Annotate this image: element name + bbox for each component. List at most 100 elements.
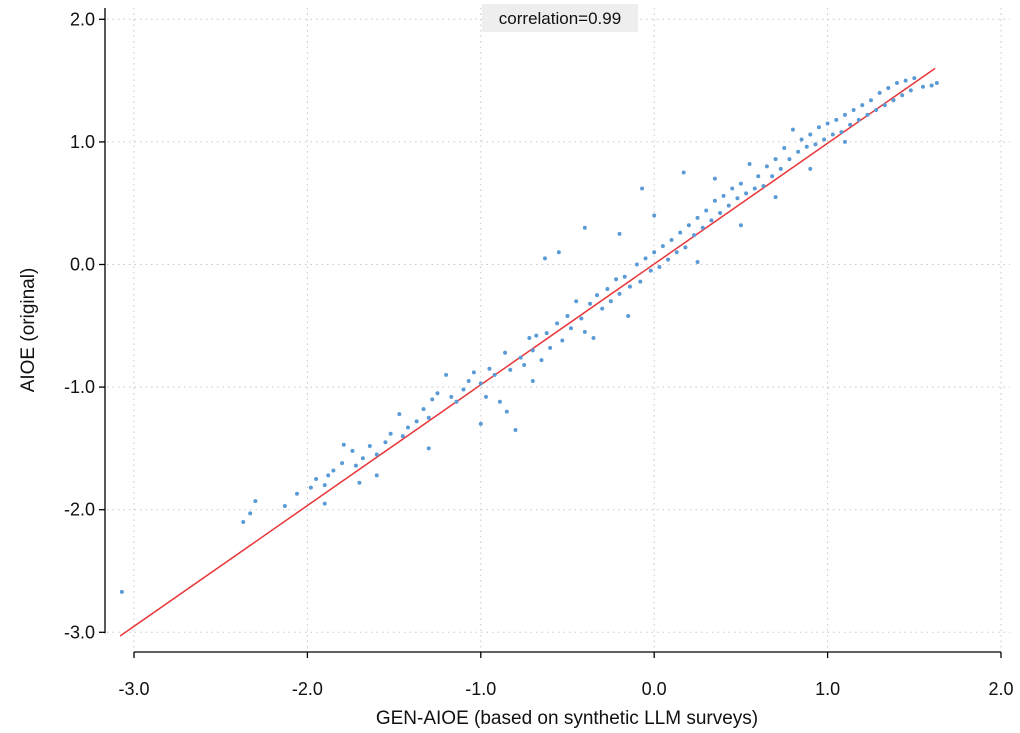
data-point [839, 130, 844, 135]
data-point [790, 127, 795, 132]
data-point [484, 394, 489, 399]
data-point [674, 250, 679, 255]
data-point [643, 256, 648, 261]
data-point [478, 381, 483, 386]
data-point [652, 250, 657, 255]
data-point [934, 81, 939, 86]
data-point [752, 186, 757, 191]
data-point [421, 407, 426, 412]
data-point [747, 161, 752, 166]
data-point [568, 326, 573, 331]
data-point [504, 409, 509, 414]
data-point [686, 223, 691, 228]
data-point [712, 198, 717, 203]
data-point [600, 306, 605, 311]
data-point [322, 483, 327, 488]
data-point [542, 256, 547, 261]
data-point [560, 338, 565, 343]
data-point [367, 443, 372, 448]
data-point [340, 461, 345, 466]
data-point [530, 348, 535, 353]
data-point [350, 448, 355, 453]
data-point [534, 333, 539, 338]
y-tick-label: -1.0 [64, 377, 95, 397]
data-point [822, 137, 827, 142]
data-point [530, 378, 535, 383]
correlation-annotation: correlation=0.99 [482, 4, 638, 32]
data-point [756, 174, 761, 179]
data-point [492, 372, 497, 377]
data-point [497, 399, 502, 404]
data-point [555, 321, 560, 326]
data-point [704, 208, 709, 213]
data-point [660, 244, 665, 249]
y-tick-label: -3.0 [64, 622, 95, 642]
data-point [882, 103, 887, 108]
data-point [804, 144, 809, 149]
data-point [669, 237, 674, 242]
data-point [652, 213, 657, 218]
data-point [426, 415, 431, 420]
x-tick-label: 2.0 [988, 679, 1013, 699]
data-point [478, 421, 483, 426]
data-point [778, 166, 783, 171]
data-point [860, 103, 865, 108]
data-point [782, 146, 787, 151]
data-point [397, 412, 402, 417]
data-point [248, 511, 253, 516]
grid-lines [107, 8, 1010, 648]
data-point [414, 419, 419, 424]
data-point [582, 329, 587, 334]
data-point [426, 446, 431, 451]
data-point [282, 504, 287, 509]
data-point [865, 112, 870, 117]
data-point [718, 211, 723, 216]
data-point [322, 501, 327, 506]
data-point [912, 76, 917, 81]
x-tick-label: 1.0 [815, 679, 840, 699]
data-point [816, 125, 821, 130]
data-point [900, 93, 905, 98]
data-point [588, 301, 593, 306]
data-point [666, 257, 671, 262]
data-point [813, 142, 818, 147]
data-point [695, 215, 700, 220]
data-point [678, 230, 683, 235]
data-point [539, 358, 544, 363]
data-point [548, 345, 553, 350]
data-points [119, 76, 939, 594]
data-point [738, 223, 743, 228]
annotation-background [482, 4, 638, 32]
fit-line-group [119, 67, 936, 637]
data-point [544, 331, 549, 336]
y-axis-title: AIOE (original) [18, 268, 39, 393]
data-point [582, 225, 587, 230]
data-point [574, 299, 579, 304]
data-point [735, 196, 740, 201]
data-point [683, 245, 688, 250]
axes [99, 8, 1002, 658]
data-point [773, 157, 778, 162]
data-point [709, 218, 714, 223]
y-tick-label: -2.0 [64, 500, 95, 520]
y-tick-label: 2.0 [70, 9, 95, 29]
data-point [712, 176, 717, 181]
data-point [744, 191, 749, 196]
data-point [400, 434, 405, 439]
data-point [908, 88, 913, 93]
data-point [626, 313, 631, 318]
data-point [388, 431, 393, 436]
data-point [681, 170, 686, 175]
data-point [614, 277, 619, 282]
data-point [730, 186, 735, 191]
data-point [353, 463, 358, 468]
data-point [657, 264, 662, 269]
data-point [726, 203, 731, 208]
data-point [764, 164, 769, 169]
data-point [461, 387, 466, 392]
data-point [868, 98, 873, 103]
data-point [487, 366, 492, 371]
data-point [518, 355, 523, 360]
data-point [594, 293, 599, 298]
